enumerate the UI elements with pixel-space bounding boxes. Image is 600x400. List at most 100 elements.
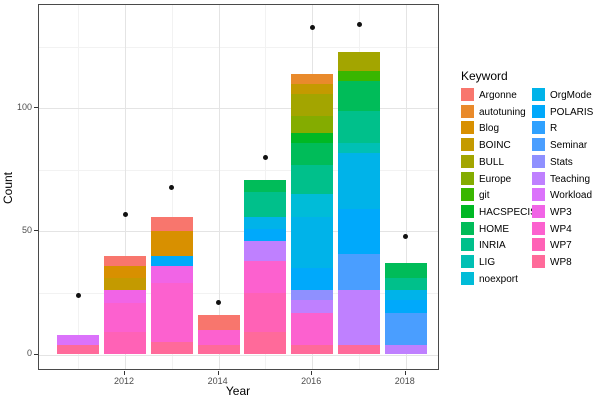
bar-segment-home [291, 142, 334, 165]
bar-2012 [104, 256, 146, 355]
bar-segment-seminar [384, 312, 427, 345]
legend-swatch-git [461, 188, 474, 202]
legend-swatch-hacspecis [461, 204, 474, 218]
x-axis-title: Year [225, 384, 251, 398]
bar-segment-hacspecis [291, 132, 334, 143]
bar-segment-bull [291, 93, 334, 116]
plot-panel [38, 4, 439, 370]
bar-segment-orgmode [244, 216, 287, 229]
y-tick-label: 50 [21, 224, 32, 235]
legend-swatch-orgmode [532, 88, 545, 101]
legend-swatch-teaching [532, 171, 545, 185]
bar-segment-bull [338, 51, 380, 72]
legend-label: POLARIS [550, 106, 594, 118]
bar-segment-teaching [384, 344, 427, 355]
gridline-y-minor [39, 169, 438, 171]
bar-segment-wp7 [244, 292, 287, 333]
bar-segment-git [338, 71, 380, 82]
legend-swatch-wp4 [532, 221, 545, 235]
legend-swatch-bull [461, 154, 474, 168]
legend-swatch-europe [461, 171, 474, 185]
legend-label: HACSPECIS [479, 206, 537, 218]
legend-swatch-wp7 [532, 238, 545, 252]
legend-swatch-home [461, 221, 474, 235]
bar-segment-wp4 [150, 283, 193, 343]
bar-segment-europe [291, 115, 334, 133]
bar-2013 [150, 216, 193, 355]
bar-segment-boinc [104, 278, 146, 291]
bar-segment-argonne [104, 256, 146, 266]
bar-segment-polaris [150, 256, 193, 266]
gridline-y-major [39, 231, 438, 233]
bar-segment-autotuning [291, 73, 334, 84]
legend-label: LIG [479, 257, 496, 268]
x-tick [404, 371, 406, 375]
y-tick-label: 100 [16, 101, 32, 112]
bar-segment-inria [384, 278, 427, 291]
legend-label: Argonne [479, 90, 517, 101]
bar-segment-seminar [338, 253, 380, 291]
bar-2011 [57, 334, 100, 355]
legend-label: Stats [550, 156, 573, 168]
legend-label: INRIA [479, 240, 506, 252]
legend-swatch-argonne [461, 88, 474, 101]
y-tick-label: 0 [26, 348, 32, 358]
data-point-2018 [403, 233, 409, 239]
x-tick-label: 2018 [394, 376, 415, 386]
bar-2015 [244, 179, 287, 355]
bar-segment-wp4 [197, 329, 240, 345]
legend-label: Seminar [550, 140, 588, 152]
legend-swatch-inria [461, 238, 474, 252]
legend-label: WP4 [550, 223, 572, 235]
gridline-y-minor [39, 46, 438, 48]
gridline-y-minor [39, 292, 438, 294]
data-point-2013 [169, 184, 175, 190]
legend-label: HOME [479, 223, 509, 235]
bar-segment-wp8 [244, 332, 287, 355]
data-point-2014 [216, 300, 222, 306]
bar-segment-wp4 [291, 312, 334, 345]
data-point-2012 [122, 211, 128, 217]
bar-2014 [197, 315, 240, 355]
legend-swatch-wp8 [532, 255, 545, 268]
bar-segment-boinc [291, 83, 334, 94]
legend-label: autotuning [479, 106, 526, 118]
bar-segment-stats [291, 290, 334, 301]
legend-swatch-polaris [532, 104, 545, 118]
bar-segment-wp7 [104, 332, 146, 355]
x-tick-label: 2012 [113, 376, 135, 386]
bar-segment-inria [244, 191, 287, 217]
bar-segment-wp4 [244, 260, 287, 293]
x-tick-label: 2016 [301, 376, 322, 386]
legend-label: R [550, 123, 558, 135]
data-point-2017 [356, 22, 362, 28]
y-tick [34, 230, 38, 232]
gridline-x-minor [78, 5, 80, 369]
x-tick [311, 371, 313, 375]
bar-segment-polaris [338, 209, 380, 254]
gridline-x-major [405, 5, 407, 369]
bar-segment-wp4 [104, 302, 146, 333]
bar-segment-inria [291, 164, 334, 195]
legend-swatch-workload [532, 188, 545, 202]
bar-segment-noexport [291, 194, 334, 217]
legend-label: Blog [479, 123, 500, 135]
data-point-2011 [75, 292, 81, 298]
x-tick [217, 371, 219, 375]
bar-segment-argonne [197, 315, 240, 330]
legend-swatch-autotuning [461, 104, 474, 118]
y-tick [34, 107, 38, 109]
x-tick [124, 371, 125, 375]
bar-2016 [291, 73, 334, 355]
legend-swatch-stats [532, 154, 545, 168]
x-tick-label: 2014 [207, 376, 228, 386]
legend-label: git [479, 190, 490, 202]
bar-segment-teaching [338, 290, 380, 345]
legend-swatch-blog [461, 121, 474, 135]
legend-swatch-noexport [461, 271, 474, 285]
bar-segment-wp8 [291, 344, 334, 355]
bar-segment-home [384, 263, 427, 279]
gridline-y-major [39, 108, 438, 110]
bar-segment-orgmode [384, 290, 427, 301]
